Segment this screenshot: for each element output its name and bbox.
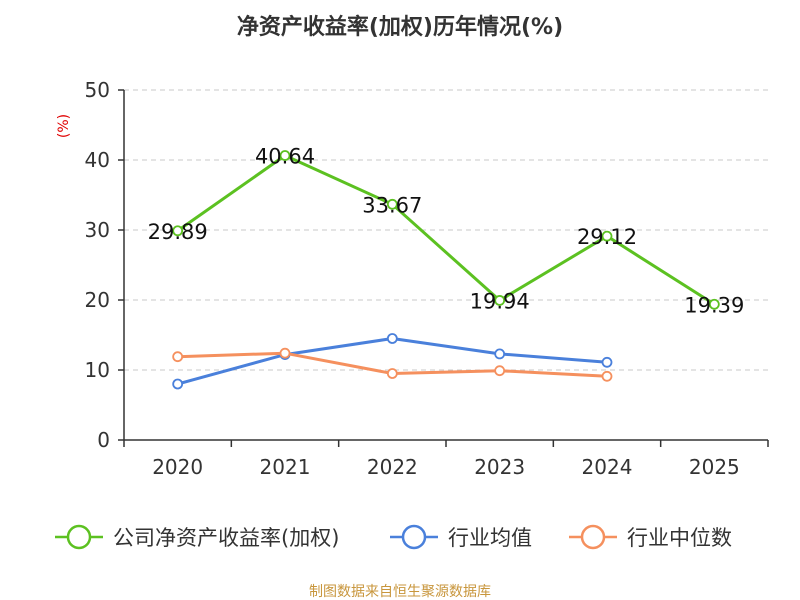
legend-marker-icon bbox=[401, 524, 427, 550]
data-label-2023: 19.94 bbox=[470, 289, 530, 313]
data-point-s0-2022[interactable] bbox=[386, 198, 398, 210]
legend-item-0[interactable]: 公司净资产收益率(加权) bbox=[55, 524, 339, 550]
data-point-s2-2024[interactable] bbox=[601, 370, 613, 382]
data-point-s2-2022[interactable] bbox=[386, 368, 398, 379]
y-tick-label: 30 bbox=[85, 218, 110, 242]
series-line-0 bbox=[176, 154, 716, 306]
source-note: 制图数据来自恒生聚源数据库 bbox=[309, 584, 491, 600]
chart-title: 净资产收益率(加权)历年情况(%) bbox=[237, 14, 563, 40]
legend-label-1: 行业均值 bbox=[448, 526, 532, 550]
x-tick-label-2021: 2021 bbox=[260, 455, 311, 479]
data-point-s1-2023[interactable] bbox=[494, 348, 506, 360]
legend-item-1[interactable]: 行业均值 bbox=[390, 524, 532, 550]
legend-item-2[interactable]: 行业中位数 bbox=[569, 524, 732, 550]
data-point-s0-2024[interactable] bbox=[601, 230, 613, 242]
x-tick-label-2025: 2025 bbox=[689, 455, 740, 479]
data-label-2020: 29.89 bbox=[148, 220, 208, 244]
x-tick-label-2020: 2020 bbox=[152, 455, 203, 479]
data-point-s2-2023[interactable] bbox=[494, 365, 506, 377]
data-point-s1-2022[interactable] bbox=[386, 333, 398, 344]
legend-label-2: 行业中位数 bbox=[627, 526, 732, 550]
legend-label-0: 公司净资产收益率(加权) bbox=[113, 526, 339, 550]
x-tick-label-2024: 2024 bbox=[582, 455, 633, 479]
x-tick-label-2022: 2022 bbox=[367, 455, 418, 479]
data-label-2025: 19.39 bbox=[684, 293, 744, 317]
data-label-2024: 29.12 bbox=[577, 225, 637, 249]
series-group bbox=[172, 150, 720, 390]
data-point-s1-2024[interactable] bbox=[601, 356, 613, 368]
data-point-s2-2021[interactable] bbox=[279, 347, 291, 359]
data-label-2021: 40.64 bbox=[255, 145, 315, 169]
legend-marker-icon bbox=[580, 524, 606, 550]
y-tick-label: 40 bbox=[85, 148, 110, 172]
y-tick-label: 0 bbox=[97, 428, 110, 452]
x-tick-label-2023: 2023 bbox=[474, 455, 525, 479]
legend-marker-icon bbox=[66, 524, 92, 550]
data-point-s0-2021[interactable] bbox=[279, 150, 291, 161]
gridlines bbox=[124, 89, 768, 371]
data-labels: 29.89 40.64 33.67 19.94 29.12 19.39 bbox=[148, 145, 745, 318]
data-point-s0-2020[interactable] bbox=[172, 225, 184, 237]
y-tick-label: 20 bbox=[85, 288, 110, 312]
data-point-s0-2023[interactable] bbox=[494, 295, 506, 306]
data-point-s0-2025[interactable] bbox=[708, 298, 720, 310]
y-tick-label: 50 bbox=[85, 78, 110, 102]
axes: 0 10 20 30 40 50 2020 2021 2022 2023 2024 2025 bbox=[85, 78, 769, 479]
data-point-s1-2020[interactable] bbox=[172, 378, 184, 390]
legend[interactable]: 公司净资产收益率(加权) 行业均值 行业中位数 bbox=[55, 524, 732, 550]
data-point-s2-2020[interactable] bbox=[172, 351, 184, 363]
y-axis-unit: (%) bbox=[56, 114, 72, 138]
y-tick-label: 10 bbox=[85, 358, 110, 382]
data-label-2022: 33.67 bbox=[362, 193, 422, 217]
